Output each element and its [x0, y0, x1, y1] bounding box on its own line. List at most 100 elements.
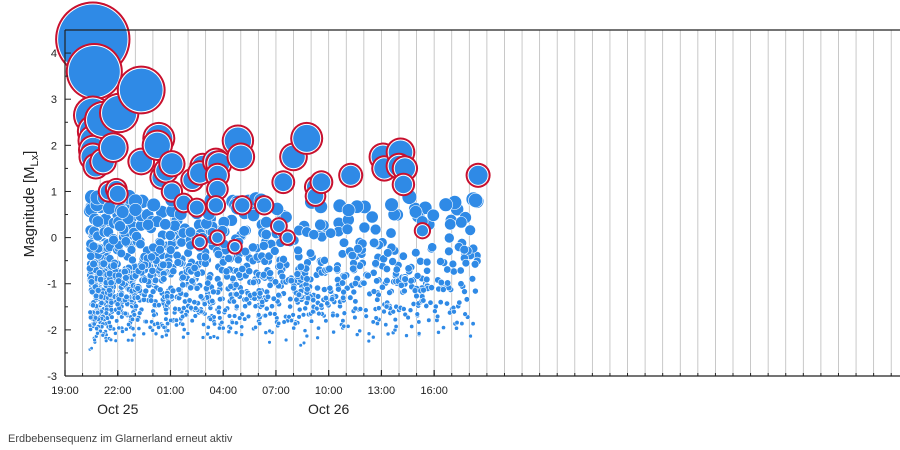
- image-caption: Erdbebensequenz im Glarnerland erneut ak…: [8, 433, 233, 445]
- event-point: [169, 287, 177, 295]
- event-point: [249, 278, 257, 286]
- event-point: [269, 303, 275, 310]
- event-point: [242, 316, 248, 322]
- event-point: [459, 244, 470, 255]
- highlighted-event-point: [194, 237, 205, 248]
- event-point: [146, 197, 161, 213]
- event-point: [182, 291, 190, 299]
- event-point: [226, 313, 233, 319]
- event-point: [142, 218, 155, 231]
- event-point: [135, 239, 146, 250]
- event-point: [108, 337, 114, 342]
- event-point: [315, 335, 320, 341]
- event-point: [222, 307, 228, 314]
- event-point: [113, 338, 118, 343]
- highlighted-event-point: [161, 153, 183, 175]
- event-point: [341, 323, 347, 329]
- event-point: [143, 319, 149, 325]
- event-point: [201, 321, 207, 327]
- event-point: [88, 241, 99, 252]
- event-point: [432, 308, 438, 314]
- event-point: [437, 299, 444, 306]
- event-point: [267, 340, 272, 345]
- event-point: [255, 312, 262, 318]
- event-point: [326, 284, 334, 292]
- y-axis-label-main: Magnitude [M: [21, 166, 38, 257]
- event-point: [148, 266, 157, 275]
- event-point: [444, 246, 454, 257]
- event-point: [308, 229, 320, 241]
- event-point: [302, 328, 308, 333]
- event-point: [323, 318, 329, 324]
- event-point: [414, 311, 421, 317]
- event-point: [216, 325, 222, 331]
- event-point: [179, 281, 187, 289]
- y-tick-label: -1: [47, 279, 57, 291]
- event-point: [366, 338, 371, 344]
- highlighted-event-point: [189, 200, 204, 215]
- event-point: [397, 281, 405, 289]
- x-tick-label: 22:00: [104, 385, 132, 397]
- event-point: [104, 338, 109, 343]
- event-point: [383, 303, 390, 310]
- event-point: [243, 296, 250, 303]
- event-point: [113, 331, 118, 336]
- event-point: [304, 294, 312, 302]
- event-point: [296, 314, 302, 320]
- x-tick-label: 13:00: [368, 385, 396, 397]
- event-point: [184, 226, 196, 238]
- event-point: [300, 312, 307, 318]
- event-point: [340, 288, 347, 296]
- highlight-layer: [55, 1, 491, 255]
- event-point: [308, 318, 315, 324]
- event-point: [192, 305, 199, 312]
- event-point: [91, 321, 97, 327]
- event-point: [384, 197, 399, 212]
- event-point: [252, 303, 259, 310]
- highlighted-event-point: [282, 232, 293, 243]
- event-point: [363, 313, 369, 319]
- event-point: [129, 338, 135, 343]
- event-point: [181, 334, 186, 340]
- highlighted-event-point: [144, 132, 170, 158]
- event-point: [179, 313, 186, 320]
- highlighted-event-point: [416, 225, 429, 237]
- y-tick-label: 4: [51, 48, 57, 60]
- event-point: [409, 205, 423, 219]
- event-point: [373, 315, 379, 321]
- event-point: [181, 327, 187, 332]
- event-point: [131, 312, 138, 318]
- event-point: [369, 237, 380, 248]
- event-point: [420, 286, 427, 294]
- event-point: [211, 321, 218, 327]
- event-point: [204, 279, 212, 287]
- y-axis-label-subscript: Lx: [29, 154, 41, 166]
- event-point: [298, 343, 303, 348]
- event-point: [314, 293, 322, 300]
- event-point: [340, 318, 346, 324]
- event-point: [159, 334, 165, 339]
- event-point: [366, 331, 372, 337]
- event-point: [262, 312, 269, 319]
- event-point: [444, 300, 450, 307]
- event-point: [161, 324, 167, 330]
- event-point: [226, 329, 232, 335]
- event-point: [426, 208, 440, 222]
- event-point: [400, 306, 407, 312]
- event-point: [92, 337, 97, 343]
- event-point: [205, 324, 211, 330]
- highlighted-event-point: [212, 232, 223, 243]
- event-point: [138, 262, 147, 271]
- event-point: [338, 279, 347, 287]
- event-point: [154, 321, 161, 327]
- event-point: [168, 317, 174, 323]
- event-point: [468, 275, 477, 283]
- event-point: [441, 325, 446, 331]
- event-point: [322, 294, 330, 302]
- highlighted-event-point: [163, 183, 181, 200]
- event-point: [398, 251, 408, 261]
- event-point: [439, 286, 447, 293]
- highlighted-event-point: [208, 198, 224, 213]
- event-point: [457, 280, 465, 288]
- y-tick-label: -2: [47, 325, 57, 337]
